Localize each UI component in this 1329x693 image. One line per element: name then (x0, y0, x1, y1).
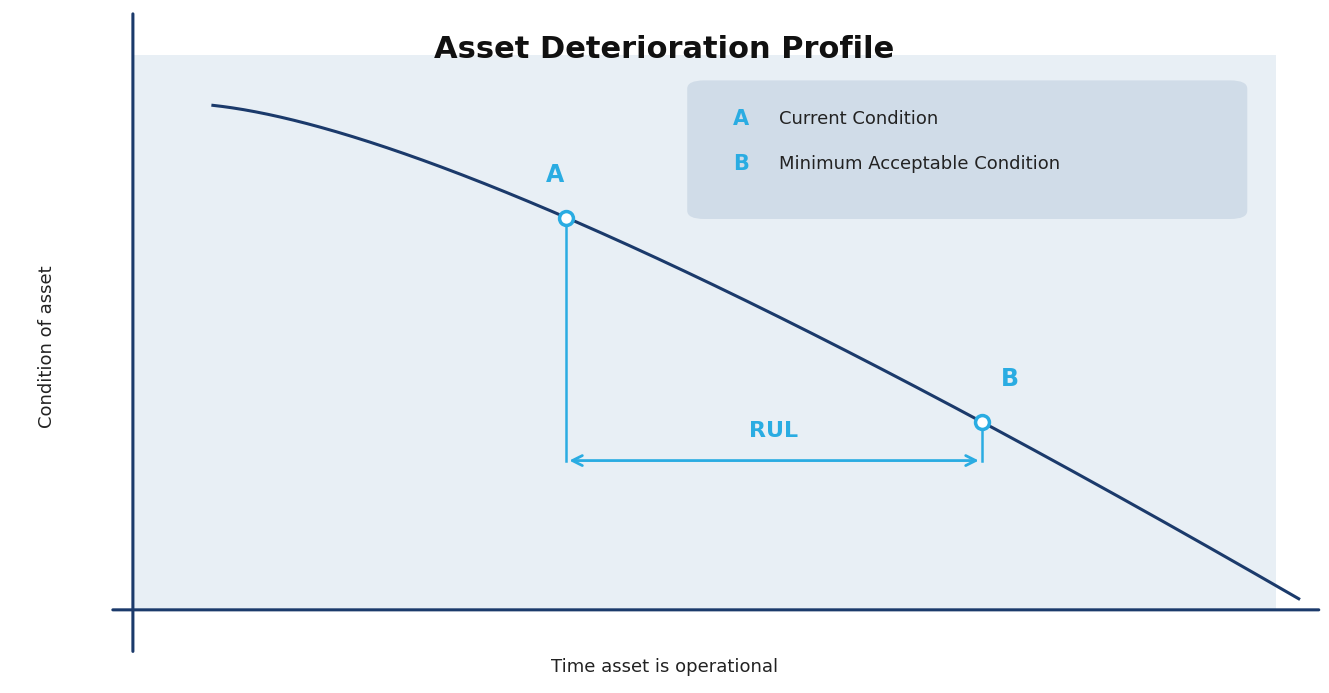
Text: Time asset is operational: Time asset is operational (552, 658, 777, 676)
FancyBboxPatch shape (687, 80, 1247, 219)
Text: Minimum Acceptable Condition: Minimum Acceptable Condition (779, 155, 1059, 173)
Text: Current Condition: Current Condition (779, 110, 938, 128)
Text: B: B (1001, 367, 1019, 392)
Text: B: B (732, 154, 748, 173)
Text: Asset Deterioration Profile: Asset Deterioration Profile (435, 35, 894, 64)
Text: A: A (732, 109, 750, 129)
Text: RUL: RUL (750, 421, 799, 441)
Text: A: A (546, 163, 565, 187)
Text: Condition of asset: Condition of asset (37, 265, 56, 428)
